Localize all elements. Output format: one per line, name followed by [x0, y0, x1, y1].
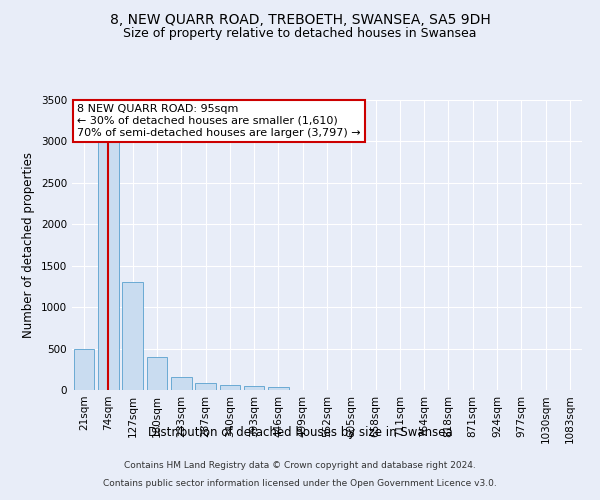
- Bar: [146, 357, 167, 390]
- Text: 8, NEW QUARR ROAD, TREBOETH, SWANSEA, SA5 9DH: 8, NEW QUARR ROAD, TREBOETH, SWANSEA, SA…: [110, 12, 490, 26]
- Text: 8 NEW QUARR ROAD: 95sqm
← 30% of detached houses are smaller (1,610)
70% of semi: 8 NEW QUARR ROAD: 95sqm ← 30% of detache…: [77, 104, 361, 138]
- Bar: [220, 386, 240, 390]
- Text: Contains public sector information licensed under the Open Government Licence v3: Contains public sector information licen…: [103, 478, 497, 488]
- Y-axis label: Number of detached properties: Number of detached properties: [22, 152, 35, 338]
- Bar: [244, 386, 265, 390]
- Bar: [195, 384, 216, 390]
- Text: Distribution of detached houses by size in Swansea: Distribution of detached houses by size …: [148, 426, 452, 439]
- Bar: [98, 116, 119, 390]
- Text: Contains HM Land Registry data © Crown copyright and database right 2024.: Contains HM Land Registry data © Crown c…: [124, 461, 476, 470]
- Bar: [268, 386, 289, 390]
- Text: Size of property relative to detached houses in Swansea: Size of property relative to detached ho…: [123, 28, 477, 40]
- Bar: [171, 376, 191, 390]
- Bar: [74, 350, 94, 390]
- Bar: [122, 282, 143, 390]
